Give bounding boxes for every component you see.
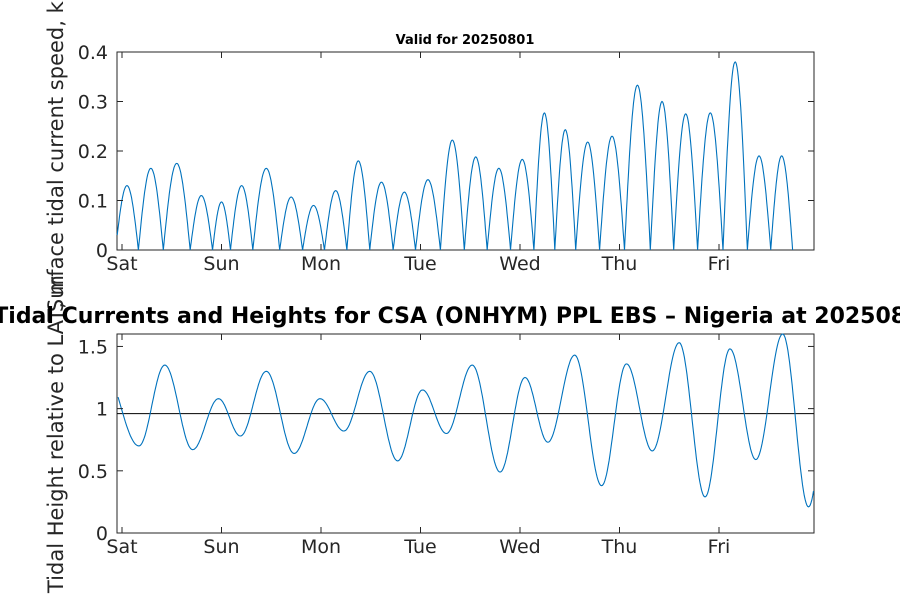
height-x-tick-label: Mon bbox=[301, 536, 341, 558]
speed-x-tick-label: Wed bbox=[499, 253, 540, 275]
height-x-tick-label: Sat bbox=[106, 536, 137, 558]
height-y-ticks: 0 0.5 1 1.5 bbox=[78, 336, 814, 545]
figure-title: Tidal Currents and Heights for CSA (ONHY… bbox=[0, 304, 900, 329]
height-y-tick-label: 0.5 bbox=[78, 461, 108, 483]
height-plot-area bbox=[116, 333, 815, 534]
height-x-tick-label: Sun bbox=[203, 536, 239, 558]
speed-line bbox=[116, 61, 794, 251]
speed-y-tick-label: 0.3 bbox=[78, 92, 108, 114]
speed-x-tick-label: Thu bbox=[601, 253, 638, 275]
speed-x-ticks: Sat Sun Mon Tue Wed Thu Fri bbox=[106, 52, 730, 275]
height-axes: Sat Sun Mon Tue Wed Thu Fri 0 0.5 1 1.5 Tidal Hei… bbox=[44, 275, 815, 594]
speed-x-tick-label: Tue bbox=[403, 253, 436, 275]
height-x-tick-label: Wed bbox=[499, 536, 540, 558]
height-y-tick-label: 1 bbox=[96, 399, 108, 421]
height-x-tick-label: Thu bbox=[601, 536, 638, 558]
height-x-tick-label: Tue bbox=[403, 536, 436, 558]
height-line bbox=[117, 333, 815, 508]
speed-title: Valid for 20250801 bbox=[396, 33, 535, 48]
height-y-tick-label: 0 bbox=[96, 523, 108, 545]
height-x-tick-label: Fri bbox=[708, 536, 731, 558]
height-y-tick-label: 1.5 bbox=[78, 336, 108, 358]
height-x-ticks: Sat Sun Mon Tue Wed Thu Fri bbox=[106, 334, 730, 558]
speed-x-tick-label: Sun bbox=[203, 253, 239, 275]
speed-y-tick-label: 0.4 bbox=[78, 42, 108, 64]
speed-x-tick-label: Fri bbox=[708, 253, 731, 275]
speed-y-tick-label: 0.2 bbox=[78, 141, 108, 163]
speed-axes: Sat Sun Mon Tue Wed Thu Fri 0 0.1 0.2 0.3 0.4 Vali… bbox=[44, 0, 815, 312]
speed-y-label: Surface tidal current speed, kn bbox=[44, 0, 68, 312]
height-y-label: Tidal Height relative to LAT, m bbox=[44, 275, 68, 594]
speed-y-tick-label: 0.1 bbox=[78, 191, 108, 213]
speed-x-tick-label: Sat bbox=[106, 253, 137, 275]
speed-y-ticks: 0 0.1 0.2 0.3 0.4 bbox=[78, 42, 814, 262]
speed-y-tick-label: 0 bbox=[96, 240, 108, 262]
speed-plot-area bbox=[116, 51, 815, 251]
speed-x-tick-label: Mon bbox=[301, 253, 341, 275]
